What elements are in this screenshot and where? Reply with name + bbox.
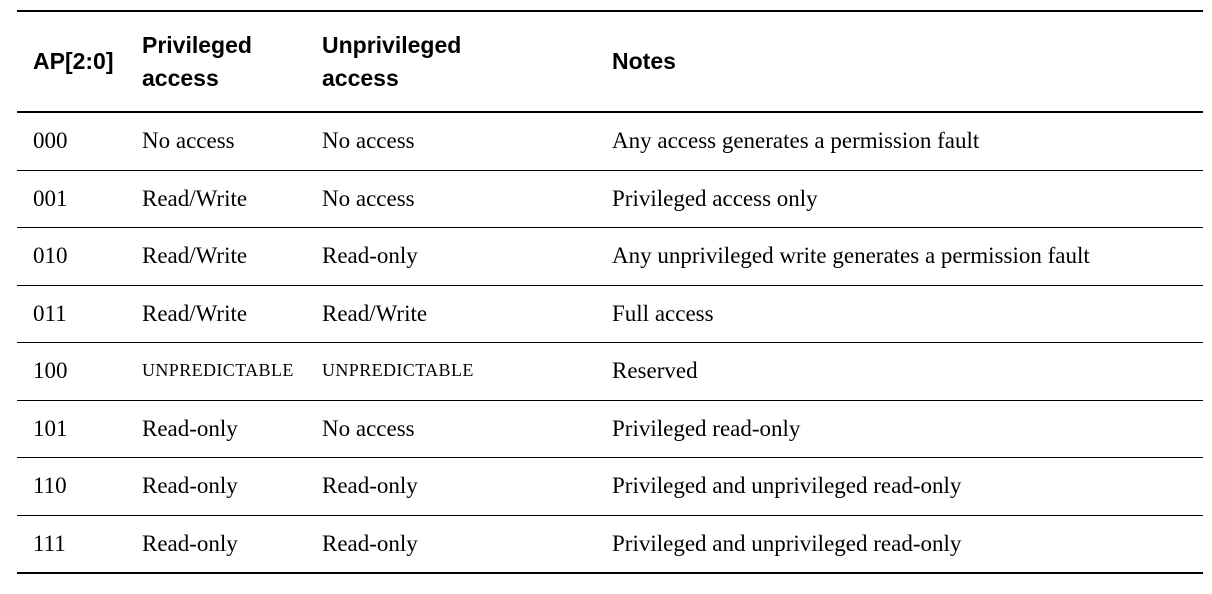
cell-ap-bits: 101 (33, 415, 68, 441)
column-header-privileged-access: Privileged access (142, 31, 252, 91)
table-row: 110 Read-only Read-only Privileged and unpr… (17, 457, 1203, 516)
cell-ap-bits: 011 (33, 300, 67, 326)
cell-ap-bits: 010 (33, 243, 68, 269)
column-header-notes: Notes (612, 48, 676, 75)
column-header-unprivileged-access: Unprivileged access (322, 31, 462, 91)
cell-privileged-access: No access (142, 128, 235, 154)
cell-unprivileged-access: No access (322, 128, 415, 154)
table-row: 010 Read/Write Read-only Any unprivileged w… (17, 227, 1203, 286)
cell-notes: Privileged and unprivileged read-only (612, 530, 962, 556)
table-row: 101 Read-only No access Privileged read-onl… (17, 400, 1203, 458)
cell-privileged-access: UNPREDICTABLE (142, 360, 294, 381)
cell-notes: Any unprivileged write generates a permi… (612, 243, 1090, 269)
cell-ap-bits: 111 (33, 530, 66, 556)
cell-unprivileged-access: No access (322, 185, 415, 211)
cell-privileged-access: Read-only (142, 473, 238, 499)
cell-notes: Privileged read-only (612, 415, 801, 441)
cell-privileged-access: Read/Write (142, 300, 248, 326)
cell-notes: Full access (612, 300, 714, 326)
cell-notes: Privileged access only (612, 185, 818, 211)
table-row: 100 UNPREDICTABLE UNPREDICTABLE Reserved (17, 342, 1203, 401)
cell-ap-bits: 001 (33, 185, 68, 211)
cell-unprivileged-access: Read-only (322, 473, 418, 499)
cell-ap-bits: 110 (33, 473, 67, 499)
cell-ap-bits: 000 (33, 128, 68, 154)
table-body: 000 No access No access Any access generate… (17, 112, 1203, 573)
cell-unprivileged-access: UNPREDICTABLE (322, 360, 474, 381)
table-row: 001 Read/Write No access Privileged access … (17, 170, 1203, 228)
cell-privileged-access: Read-only (142, 530, 238, 556)
cell-ap-bits: 100 (33, 358, 68, 384)
cell-notes: Reserved (612, 358, 698, 384)
cell-notes: Privileged and unprivileged read-only (612, 473, 962, 499)
cell-unprivileged-access: Read-only (322, 530, 418, 556)
cell-privileged-access: Read/Write (142, 185, 248, 211)
cell-privileged-access: Read/Write (142, 243, 248, 269)
cell-privileged-access: Read-only (142, 415, 238, 441)
cell-unprivileged-access: Read/Write (322, 300, 428, 326)
table-header-row: AP[2:0] Privileged access Unprivileged a… (17, 11, 1203, 112)
cell-unprivileged-access: Read-only (322, 243, 418, 269)
table-row: 111 Read-only Read-only Privileged and unpr… (17, 515, 1203, 573)
table-row: 011 Read/Write Read/Write Full access (17, 285, 1203, 343)
cell-unprivileged-access: No access (322, 415, 415, 441)
table-row: 000 No access No access Any access generate… (17, 112, 1203, 170)
access-permissions-table: AP[2:0] Privileged access Unprivileged a… (17, 10, 1203, 574)
cell-notes: Any access generates a permission fault (612, 128, 980, 154)
column-header-ap-bits: AP[2:0] (33, 48, 114, 75)
